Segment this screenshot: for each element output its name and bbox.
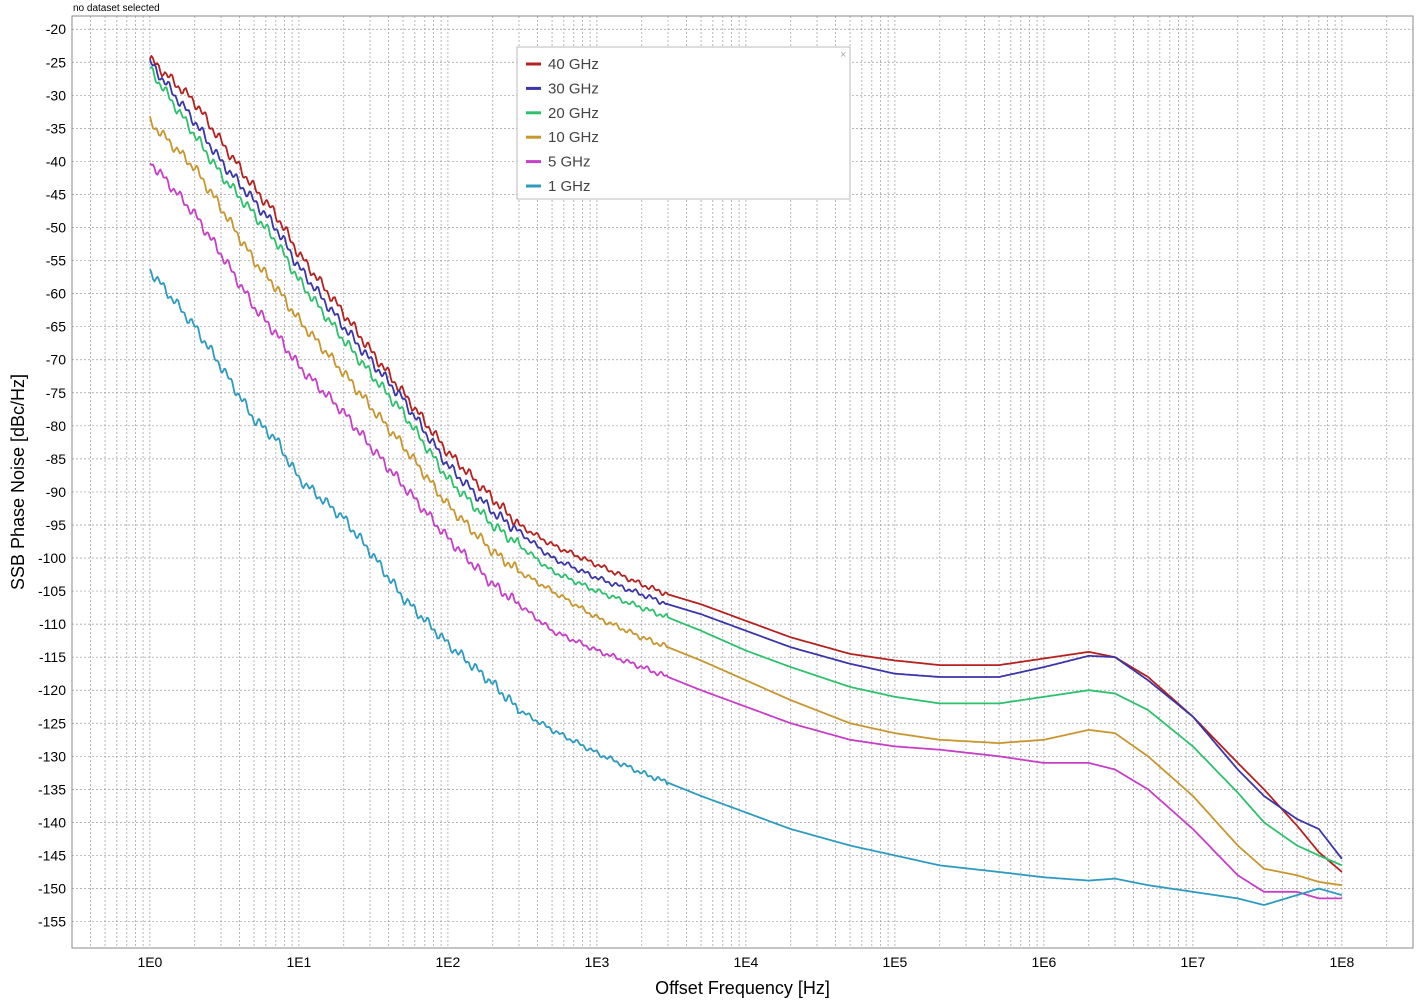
y-tick-label: -150 — [38, 881, 66, 897]
x-tick-label: 1E6 — [1031, 954, 1056, 970]
x-axis-title: Offset Frequency [Hz] — [655, 978, 830, 998]
y-tick-label: -85 — [46, 451, 66, 467]
y-tick-label: -25 — [46, 54, 66, 70]
series-line — [149, 66, 1343, 867]
x-tick-label: 1E7 — [1180, 954, 1205, 970]
series-line — [149, 116, 1343, 887]
y-tick-label: -130 — [38, 748, 66, 764]
y-tick-label: -115 — [39, 649, 66, 665]
y-axis-ticks: -20 -25 -30 -35 -40 -45 -50 -55 -60 -65 -70 -75 -80 -… — [38, 21, 66, 929]
series-line — [149, 268, 1343, 906]
y-tick-label: -45 — [46, 186, 66, 202]
y-tick-label: -80 — [46, 418, 66, 434]
y-tick-label: -50 — [46, 220, 66, 236]
legend-entry: 10 GHz — [548, 129, 599, 146]
y-tick-label: -40 — [46, 153, 66, 169]
x-tick-label: 1E5 — [882, 954, 907, 970]
x-axis-ticks: 1E0 1E1 1E2 1E3 1E4 1E5 1E6 1E7 1E8 — [137, 954, 1354, 970]
x-tick-label: 1E3 — [584, 954, 609, 970]
y-tick-label: -60 — [46, 286, 66, 302]
y-tick-label: -140 — [38, 814, 66, 830]
y-tick-label: -105 — [38, 583, 66, 599]
plot-frame — [71, 15, 1414, 949]
y-tick-label: -90 — [46, 484, 66, 500]
y-tick-label: -95 — [46, 517, 66, 533]
series-lines — [149, 55, 1343, 906]
x-tick-label: 1E1 — [286, 954, 311, 970]
y-tick-label: -20 — [46, 21, 66, 37]
y-tick-label: -100 — [38, 550, 66, 566]
legend-close-icon[interactable]: × — [840, 49, 846, 61]
series-line — [149, 162, 1342, 900]
legend-entry: 1 GHz — [548, 178, 591, 195]
y-tick-label: -110 — [39, 616, 66, 632]
y-tick-label: -120 — [38, 682, 66, 698]
x-tick-label: 1E0 — [137, 954, 162, 970]
legend-entry: 40 GHz — [548, 56, 599, 73]
y-tick-label: -55 — [46, 253, 66, 269]
y-tick-label: -35 — [46, 120, 66, 136]
status-text: no dataset selected — [73, 3, 160, 14]
y-tick-label: -125 — [38, 715, 66, 731]
x-tick-label: 1E2 — [435, 954, 460, 970]
y-tick-label: -65 — [46, 319, 66, 335]
legend-box — [516, 46, 851, 200]
x-tick-label: 1E4 — [733, 954, 758, 970]
legend-entry: 30 GHz — [548, 80, 599, 97]
grid — [71, 16, 1414, 948]
legend-entry: 20 GHz — [548, 105, 599, 122]
series-line — [149, 58, 1343, 860]
legend: × 40 GHz 30 GHz 20 GHz 10 GHz 5 GHz 1 GHz — [516, 46, 851, 200]
y-tick-label: -70 — [46, 352, 66, 368]
y-tick-label: -155 — [38, 914, 66, 930]
y-tick-label: -135 — [38, 781, 66, 797]
x-tick-label: 1E8 — [1329, 954, 1354, 970]
legend-entry: 5 GHz — [548, 154, 591, 171]
y-tick-label: -145 — [38, 847, 66, 863]
y-tick-label: -30 — [46, 87, 66, 103]
y-axis-title: SSB Phase Noise [dBc/Hz] — [8, 374, 28, 590]
y-tick-label: -75 — [46, 385, 66, 401]
